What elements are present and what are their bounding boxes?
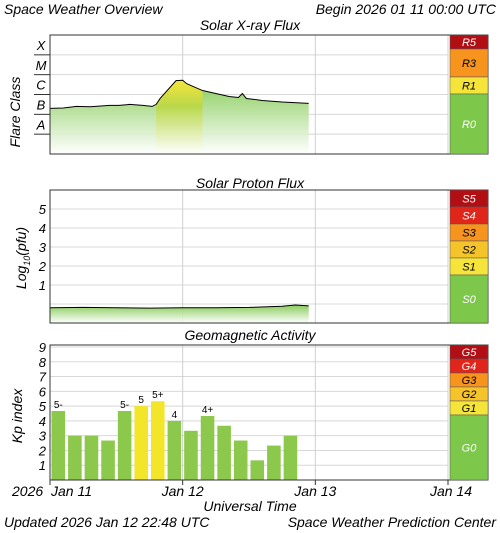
xray-class-label: X bbox=[36, 38, 47, 53]
xray-class-label: A bbox=[36, 117, 46, 132]
time-tick-label: Jan 13 bbox=[293, 483, 336, 499]
xray-flux-line bbox=[49, 79, 309, 109]
source-credit: Space Weather Prediction Center bbox=[288, 514, 498, 530]
kp-bar bbox=[84, 435, 99, 480]
time-axis-label: Universal Time bbox=[203, 498, 296, 514]
proton-tick-label: 3 bbox=[39, 240, 47, 255]
kp-bar bbox=[283, 435, 298, 480]
scale-label-r3: R3 bbox=[462, 58, 477, 70]
scale-label-g0: G0 bbox=[462, 443, 478, 455]
scale-label-g3: G3 bbox=[462, 375, 478, 387]
kp-tick-label: 6 bbox=[39, 384, 47, 399]
kp-bar-label: 5- bbox=[120, 400, 129, 411]
time-tick-label: Jan 14 bbox=[429, 483, 472, 499]
proton-flux-line bbox=[49, 304, 309, 309]
kp-tick-label: 7 bbox=[39, 370, 47, 385]
kp-tick-label: 4 bbox=[39, 414, 46, 429]
kp-bar-label: 5 bbox=[138, 395, 144, 406]
kp-tick-label: 2 bbox=[38, 443, 47, 458]
scale-level-r0 bbox=[449, 93, 489, 155]
scale-label-r5: R5 bbox=[462, 37, 477, 49]
scale-label-s5: S5 bbox=[462, 194, 476, 206]
kp-bar bbox=[167, 420, 182, 480]
begin-time: Begin 2026 01 11 00:00 UTC bbox=[316, 1, 497, 17]
scale-label-g4: G4 bbox=[462, 361, 477, 373]
scale-label-g1: G1 bbox=[462, 403, 477, 415]
scale-label-s2: S2 bbox=[462, 245, 475, 257]
kp-bar bbox=[134, 406, 148, 480]
kp-ylabel: Kp index bbox=[9, 388, 25, 443]
scale-level-s0 bbox=[449, 274, 489, 324]
kp-tick-label: 3 bbox=[39, 429, 47, 444]
scale-label-s4: S4 bbox=[462, 211, 475, 223]
kp-bar bbox=[117, 410, 132, 480]
kp-bar bbox=[217, 425, 231, 480]
kp-bar-label: 4 bbox=[172, 410, 178, 421]
kp-bar-label: 4+ bbox=[202, 405, 214, 416]
kp-bar bbox=[101, 440, 115, 480]
scale-label-s3: S3 bbox=[462, 228, 476, 240]
time-axis-year: 2026 bbox=[11, 483, 43, 499]
kp-panel: Geomagnetic Activity Kp index 5- 5- 5 5+ 4 4+… bbox=[9, 327, 489, 481]
kp-bar bbox=[200, 416, 215, 480]
kp-bar-label: 5- bbox=[54, 400, 63, 411]
scale-label-g5: G5 bbox=[462, 347, 478, 359]
xray-class-label: M bbox=[36, 58, 47, 73]
scale-label-s1: S1 bbox=[462, 262, 475, 274]
kp-bar bbox=[68, 435, 82, 480]
scale-label-s0: S0 bbox=[462, 294, 476, 306]
kp-bar bbox=[233, 440, 248, 480]
proton-panel: Solar Proton Flux Log10(pfu) 5 4 3 2 1 S5 S4 S… bbox=[13, 175, 489, 324]
xray-ylabel: Flare Class bbox=[7, 77, 23, 148]
kp-bar-label: 5+ bbox=[152, 390, 164, 401]
xray-class-label: C bbox=[36, 78, 46, 93]
scale-label-r0: R0 bbox=[462, 119, 477, 131]
kp-title: Geomagnetic Activity bbox=[185, 327, 317, 343]
scale-label-r1: R1 bbox=[462, 81, 476, 93]
time-axis: Jan 11 Jan 12 Jan 13 Jan 14 bbox=[49, 480, 472, 499]
overview-title: Space Weather Overview bbox=[4, 1, 163, 17]
kp-tick-label: 1 bbox=[39, 458, 46, 473]
proton-tick-label: 4 bbox=[39, 221, 46, 236]
proton-title: Solar Proton Flux bbox=[196, 175, 305, 191]
xray-flare-fill bbox=[156, 80, 203, 154]
updated-time: Updated 2026 Jan 12 22:48 UTC bbox=[4, 514, 210, 530]
kp-bar bbox=[250, 460, 265, 480]
scale-level-r3 bbox=[449, 48, 489, 78]
scale-level-g0 bbox=[449, 414, 489, 481]
kp-tick-label: 9 bbox=[39, 340, 46, 355]
proton-tick-label: 5 bbox=[39, 202, 47, 217]
time-tick-label: Jan 11 bbox=[50, 483, 92, 499]
proton-tick-label: 1 bbox=[39, 278, 46, 293]
kp-tick-label: 5 bbox=[39, 399, 47, 414]
kp-bar bbox=[184, 430, 198, 480]
proton-flux-fill bbox=[50, 304, 309, 323]
scale-label-g2: G2 bbox=[462, 389, 477, 401]
kp-bar bbox=[267, 445, 281, 480]
kp-bar bbox=[151, 401, 165, 480]
kp-bar bbox=[51, 410, 66, 480]
xray-class-label: B bbox=[37, 97, 46, 112]
xray-title: Solar X-ray Flux bbox=[200, 17, 301, 33]
proton-tick-label: 2 bbox=[38, 259, 47, 274]
proton-ylabel: Log10(pfu) bbox=[13, 227, 32, 289]
kp-tick-label: 8 bbox=[39, 355, 47, 370]
time-tick-label: Jan 12 bbox=[161, 483, 204, 499]
